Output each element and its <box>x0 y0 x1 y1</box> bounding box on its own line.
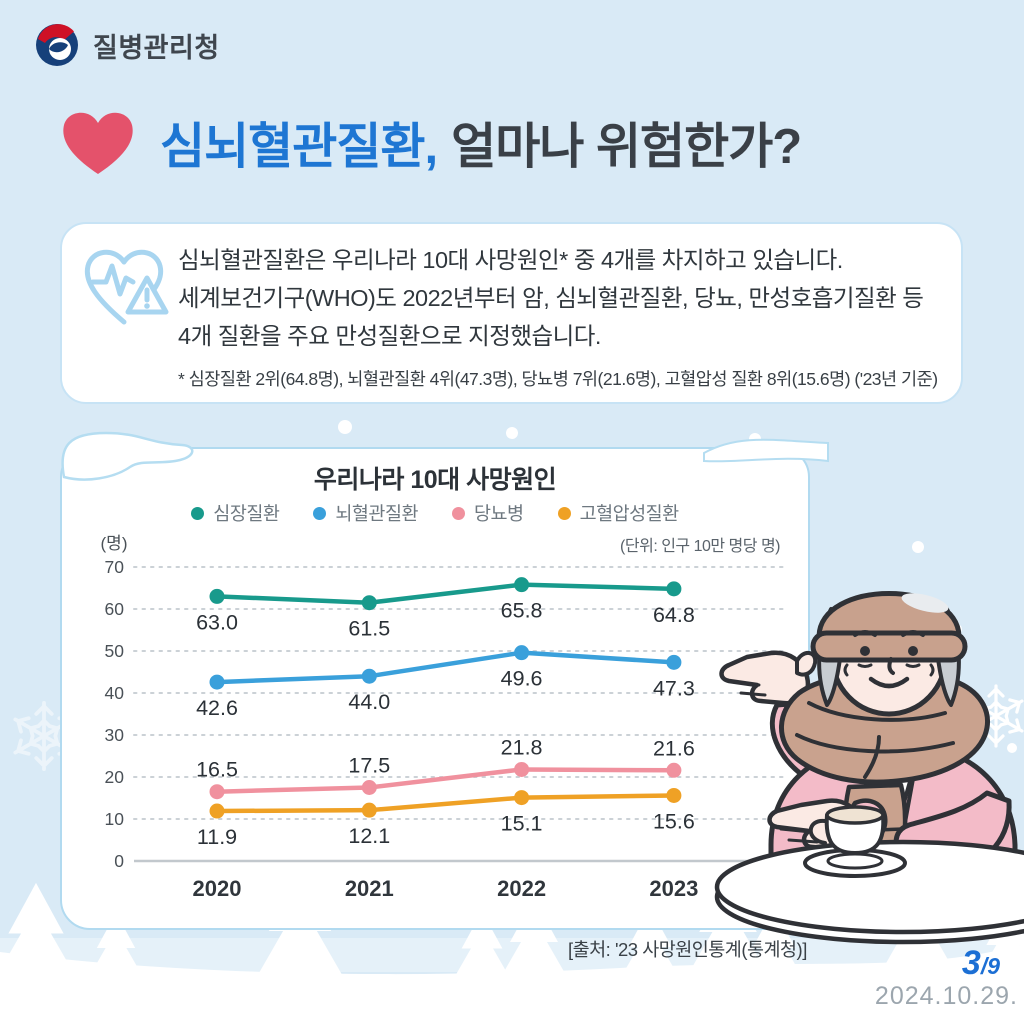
svg-text:2022: 2022 <box>497 876 546 901</box>
svg-text:(명): (명) <box>101 534 128 553</box>
svg-text:2020: 2020 <box>193 876 242 901</box>
summary-info-box: 심뇌혈관질환은 우리나라 10대 사망원인* 중 4개를 차지하고 있습니다. … <box>60 222 963 404</box>
page-number-total: /9 <box>980 953 1000 979</box>
legend-item: 고혈압성질환 <box>557 500 680 526</box>
svg-text:21.6: 21.6 <box>653 736 695 760</box>
chart-card: 우리나라 10대 사망원인 심장질환 뇌혈관질환 당뇨병 고혈압성질환 (단위: 인구… <box>60 431 829 930</box>
page-title-highlight: 심뇌혈관질환, <box>160 119 438 174</box>
legend-item: 심장질환 <box>191 500 280 526</box>
svg-text:49.6: 49.6 <box>501 667 543 691</box>
svg-text:40: 40 <box>105 683 125 703</box>
coffee-cup <box>824 813 886 855</box>
svg-text:64.8: 64.8 <box>653 603 695 627</box>
heart-alert-icon <box>84 249 169 325</box>
page-title-rest: 얼마나 위험한가? <box>451 119 802 174</box>
chart-legend: 심장질환 뇌혈관질환 당뇨병 고혈압성질환 <box>62 500 808 526</box>
legend-label: 심장질환 <box>213 503 280 524</box>
agency-name: 질병관리청 <box>93 32 220 63</box>
source-citation: [출처: '23 사망원인통계(통계청)] <box>568 939 807 960</box>
svg-text:50: 50 <box>105 641 125 661</box>
svg-text:60: 60 <box>105 599 125 619</box>
svg-text:2021: 2021 <box>345 876 394 901</box>
svg-text:47.3: 47.3 <box>653 676 695 700</box>
info-line-1: 심뇌혈관질환은 우리나라 10대 사망원인* 중 4개를 차지하고 있습니다. <box>178 247 843 273</box>
info-footnote: * 심장질환 2위(64.8명), 뇌혈관질환 4위(47.3명), 당뇨병 7… <box>178 369 938 389</box>
svg-text:44.0: 44.0 <box>348 690 390 714</box>
date-stamp: 2024.10.29. <box>874 982 1018 1010</box>
svg-text:61.5: 61.5 <box>348 617 390 641</box>
legend-item: 당뇨병 <box>452 500 524 526</box>
svg-text:30: 30 <box>105 725 125 745</box>
legend-label: 뇌혈관질환 <box>335 503 418 524</box>
elderly-woman-illustration <box>712 545 1024 965</box>
svg-text:20: 20 <box>105 767 125 787</box>
svg-text:2023: 2023 <box>649 876 698 901</box>
legend-dot-icon <box>452 506 465 520</box>
svg-text:10: 10 <box>105 809 125 829</box>
death-causes-line-chart: 70 60 50 40 30 20 10 0 (명) 2020 2021 2022 2023 63.0 61… <box>101 534 785 901</box>
svg-text:63.0: 63.0 <box>196 610 238 634</box>
info-line-2: 세계보건기구(WHO)도 2022년부터 암, 심뇌혈관질환, 당뇨, 만성호흡… <box>178 285 924 311</box>
title-row: 심뇌혈관질환, 얼마나 위험한가? <box>56 106 802 178</box>
svg-text:65.8: 65.8 <box>501 599 543 623</box>
page-title: 심뇌혈관질환, 얼마나 위험한가? <box>160 107 802 178</box>
svg-text:15.1: 15.1 <box>501 812 543 836</box>
legend-dot-icon <box>557 506 571 520</box>
legend-label: 고혈압성질환 <box>579 503 680 524</box>
svg-text:21.8: 21.8 <box>501 735 543 759</box>
svg-text:12.1: 12.1 <box>348 824 390 848</box>
info-text: 심뇌혈관질환은 우리나라 10대 사망원인* 중 4개를 차지하고 있습니다. … <box>178 241 948 391</box>
chart-title: 우리나라 10대 사망원인 <box>313 466 557 494</box>
page-number-current: 3 <box>961 944 981 982</box>
page-indicator: 3/9 <box>962 944 1000 983</box>
heart-icon <box>63 112 133 174</box>
svg-text:70: 70 <box>105 557 125 577</box>
svg-text:11.9: 11.9 <box>197 825 237 849</box>
svg-text:16.5: 16.5 <box>196 758 238 782</box>
kdca-logo <box>36 24 78 66</box>
svg-text:42.6: 42.6 <box>196 696 238 720</box>
legend-dot-icon <box>313 506 327 520</box>
legend-label: 당뇨병 <box>474 503 524 524</box>
svg-text:0: 0 <box>114 851 124 871</box>
legend-item: 뇌혈관질환 <box>313 500 418 526</box>
legend-dot-icon <box>191 506 205 520</box>
info-line-3: 4개 질환을 주요 만성질환으로 지정했습니다. <box>178 323 601 349</box>
svg-text:15.6: 15.6 <box>653 809 695 833</box>
cup-handle <box>808 818 827 845</box>
svg-text:17.5: 17.5 <box>348 754 390 778</box>
brand-header: 질병관리청 <box>34 22 220 68</box>
chart-unit-label: (단위: 인구 10만 명당 명) <box>620 538 780 555</box>
